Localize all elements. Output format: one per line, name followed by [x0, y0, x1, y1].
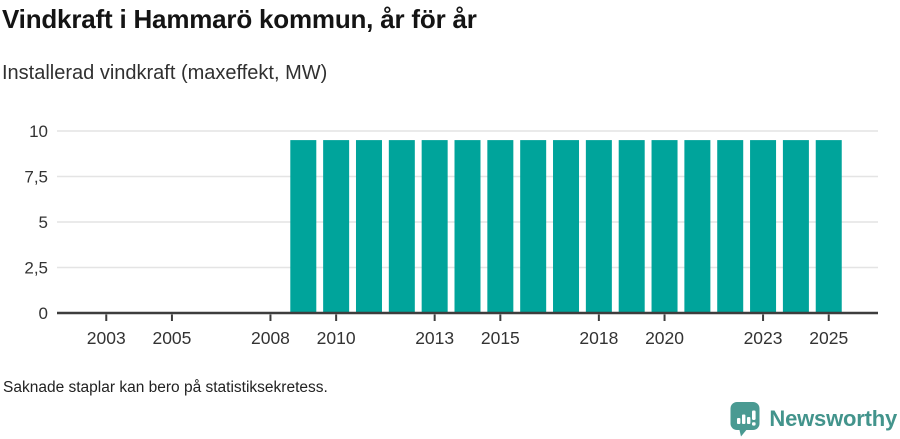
bar	[421, 140, 448, 313]
newsworthy-label: Newsworthy	[769, 406, 897, 431]
x-tick-label: 2008	[251, 328, 290, 348]
bar	[651, 140, 678, 313]
y-tick-label: 0	[39, 304, 48, 323]
x-tick-label: 2023	[744, 328, 783, 348]
bar	[618, 140, 645, 313]
bar	[815, 140, 842, 313]
y-tick-label: 2,5	[24, 259, 48, 278]
x-tick-label: 2010	[317, 328, 356, 348]
bar	[782, 140, 809, 313]
bar	[454, 140, 481, 313]
x-tick-label: 2015	[481, 328, 520, 348]
bar	[553, 140, 580, 313]
x-tick-label: 2005	[152, 328, 191, 348]
bar	[388, 140, 415, 313]
chart-title: Vindkraft i Hammarö kommun, år för år	[2, 4, 477, 34]
newsworthy-logo[interactable]: Newsworthy	[729, 401, 897, 437]
bar	[487, 140, 514, 313]
bar	[355, 140, 382, 313]
y-tick-label: 10	[29, 122, 48, 141]
x-tick-label: 2025	[809, 328, 848, 348]
newsworthy-bubble-chart-icon	[730, 402, 760, 437]
bar	[290, 140, 317, 313]
y-tick-label: 5	[39, 213, 48, 232]
bar	[684, 140, 711, 313]
chart-subtitle: Installerad vindkraft (maxeffekt, MW)	[2, 62, 328, 84]
bar	[520, 140, 547, 313]
bar	[717, 140, 744, 313]
x-tick-label: 2013	[415, 328, 454, 348]
y-tick-label: 7,5	[24, 168, 48, 187]
bar	[323, 140, 350, 313]
x-tick-label: 2003	[87, 328, 126, 348]
x-tick-label: 2018	[579, 328, 618, 348]
x-tick-label: 2020	[645, 328, 684, 348]
bar	[585, 140, 612, 313]
footnote: Saknade staplar kan bero på statistiksek…	[3, 379, 328, 396]
bar	[750, 140, 777, 313]
